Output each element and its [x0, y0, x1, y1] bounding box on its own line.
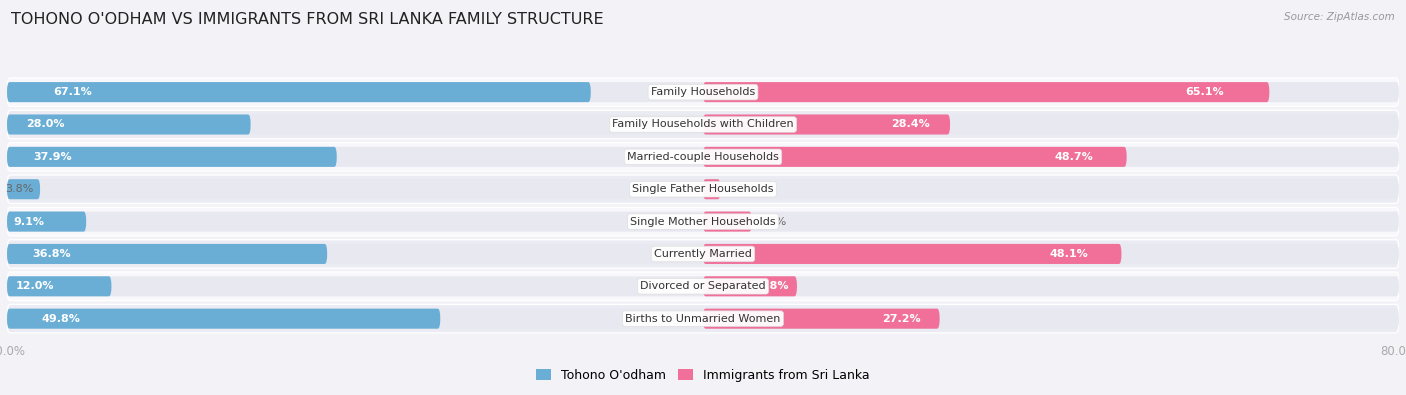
FancyBboxPatch shape	[7, 272, 1399, 301]
Text: 28.4%: 28.4%	[891, 120, 931, 130]
Text: 27.2%: 27.2%	[882, 314, 921, 324]
Text: 67.1%: 67.1%	[53, 87, 93, 97]
FancyBboxPatch shape	[7, 175, 1399, 203]
Text: Source: ZipAtlas.com: Source: ZipAtlas.com	[1284, 12, 1395, 22]
FancyBboxPatch shape	[7, 147, 337, 167]
FancyBboxPatch shape	[703, 115, 950, 135]
FancyBboxPatch shape	[7, 240, 1399, 268]
Text: 37.9%: 37.9%	[34, 152, 72, 162]
Text: Currently Married: Currently Married	[654, 249, 752, 259]
Text: 10.8%: 10.8%	[751, 281, 789, 291]
Text: 36.8%: 36.8%	[32, 249, 72, 259]
FancyBboxPatch shape	[7, 244, 1399, 264]
FancyBboxPatch shape	[7, 179, 1399, 199]
FancyBboxPatch shape	[7, 212, 86, 231]
Text: 5.6%: 5.6%	[759, 216, 787, 227]
Text: 2.0%: 2.0%	[727, 184, 756, 194]
FancyBboxPatch shape	[703, 276, 797, 296]
FancyBboxPatch shape	[703, 82, 1270, 102]
FancyBboxPatch shape	[703, 212, 752, 231]
Text: 65.1%: 65.1%	[1185, 87, 1225, 97]
FancyBboxPatch shape	[7, 78, 1399, 106]
Legend: Tohono O'odham, Immigrants from Sri Lanka: Tohono O'odham, Immigrants from Sri Lank…	[536, 369, 870, 382]
Text: Family Households: Family Households	[651, 87, 755, 97]
Text: 3.8%: 3.8%	[4, 184, 34, 194]
Text: Single Mother Households: Single Mother Households	[630, 216, 776, 227]
Text: 12.0%: 12.0%	[15, 281, 53, 291]
Text: Single Father Households: Single Father Households	[633, 184, 773, 194]
Text: Married-couple Households: Married-couple Households	[627, 152, 779, 162]
FancyBboxPatch shape	[7, 143, 1399, 171]
Text: Family Households with Children: Family Households with Children	[612, 120, 794, 130]
FancyBboxPatch shape	[7, 276, 1399, 296]
FancyBboxPatch shape	[7, 115, 1399, 135]
FancyBboxPatch shape	[703, 244, 1122, 264]
FancyBboxPatch shape	[7, 115, 250, 135]
Text: 9.1%: 9.1%	[14, 216, 45, 227]
Text: 49.8%: 49.8%	[42, 314, 80, 324]
FancyBboxPatch shape	[7, 82, 1399, 102]
Text: TOHONO O'ODHAM VS IMMIGRANTS FROM SRI LANKA FAMILY STRUCTURE: TOHONO O'ODHAM VS IMMIGRANTS FROM SRI LA…	[11, 12, 603, 27]
FancyBboxPatch shape	[7, 244, 328, 264]
FancyBboxPatch shape	[7, 179, 41, 199]
FancyBboxPatch shape	[703, 179, 720, 199]
Text: 48.7%: 48.7%	[1054, 152, 1092, 162]
FancyBboxPatch shape	[7, 110, 1399, 139]
FancyBboxPatch shape	[7, 308, 1399, 329]
FancyBboxPatch shape	[703, 147, 1126, 167]
FancyBboxPatch shape	[7, 82, 591, 102]
Text: 48.1%: 48.1%	[1049, 249, 1088, 259]
FancyBboxPatch shape	[703, 308, 939, 329]
FancyBboxPatch shape	[7, 147, 1399, 167]
FancyBboxPatch shape	[7, 276, 111, 296]
FancyBboxPatch shape	[7, 308, 440, 329]
FancyBboxPatch shape	[7, 212, 1399, 231]
Text: 28.0%: 28.0%	[27, 120, 65, 130]
FancyBboxPatch shape	[7, 207, 1399, 236]
FancyBboxPatch shape	[7, 305, 1399, 333]
Text: Divorced or Separated: Divorced or Separated	[640, 281, 766, 291]
Text: Births to Unmarried Women: Births to Unmarried Women	[626, 314, 780, 324]
